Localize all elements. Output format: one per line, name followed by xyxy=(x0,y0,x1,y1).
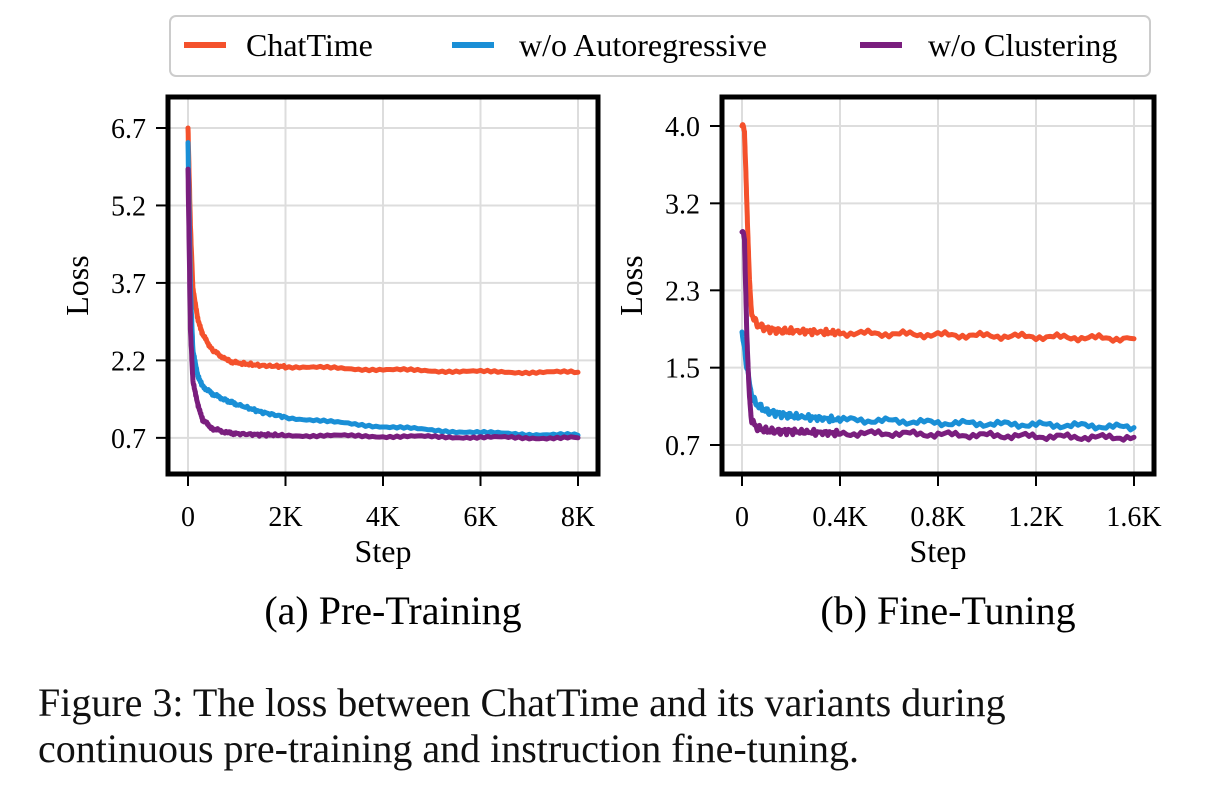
x-tick-label: 4K xyxy=(366,502,400,533)
y-tick-label: 5.2 xyxy=(111,191,146,222)
series-line-w-o-clustering xyxy=(739,229,1137,443)
x-tick-label: 2K xyxy=(268,502,302,533)
chart-fine-tuning: 0 0.4K 0.8K 1.2K 1.6K 0.7 1.5 2.3 3.2 4.0 Step Loss… xyxy=(613,94,1162,633)
legend-label-chattime: ChatTime xyxy=(246,27,373,63)
axes-frame xyxy=(719,94,1157,477)
y-axis-label: Loss xyxy=(613,255,649,315)
y-tick-label: 3.7 xyxy=(111,269,146,300)
x-tick-label: 0.4K xyxy=(812,502,867,533)
series-line-w-o-autoregressive xyxy=(185,140,581,439)
legend-frame xyxy=(169,15,1151,77)
caption-line-2: continuous pre-training and instruction … xyxy=(38,726,859,771)
chart-pre-training: 0 2K 4K 6K 8K 0.7 2.2 3.7 5.2 6.7 Step Loss (a) Pre-… xyxy=(59,94,601,633)
y-tick-label: 0.7 xyxy=(665,431,700,462)
legend-label-wo-autoregressive: w/o Autoregressive xyxy=(519,27,767,63)
y-axis-label: Loss xyxy=(59,255,95,315)
x-tick-label: 0 xyxy=(735,502,749,533)
series-line-chattime xyxy=(185,125,581,377)
x-tick-label: 0 xyxy=(181,502,195,533)
series-line-chattime xyxy=(739,122,1137,344)
x-axis-label: Step xyxy=(355,533,412,569)
x-tick-label: 1.2K xyxy=(1008,502,1063,533)
y-tick-label: 0.7 xyxy=(111,424,146,455)
x-tick-label: 1.6K xyxy=(1106,502,1161,533)
legend-label-wo-clustering: w/o Clustering xyxy=(928,27,1117,63)
caption-line-1: Figure 3: The loss between ChatTime and … xyxy=(38,680,1006,725)
subplot-title: (b) Fine-Tuning xyxy=(820,588,1075,633)
y-tick-label: 3.2 xyxy=(665,189,700,220)
y-tick-label: 1.5 xyxy=(665,354,700,385)
x-tick-label: 0.8K xyxy=(910,502,965,533)
figure-caption: Figure 3: The loss between ChatTime and … xyxy=(38,680,1208,772)
legend: ChatTime w/o Autoregressive w/o Clusteri… xyxy=(169,15,1151,77)
x-tick-label: 6K xyxy=(463,502,497,533)
series-line-w-o-clustering xyxy=(185,166,581,442)
x-axis-label: Step xyxy=(910,533,967,569)
y-tick-label: 6.7 xyxy=(111,114,146,145)
y-tick-label: 2.2 xyxy=(111,346,146,377)
axes-frame xyxy=(165,94,601,477)
y-tick-label: 4.0 xyxy=(665,112,700,143)
subplot-title: (a) Pre-Training xyxy=(264,588,521,633)
y-tick-label: 2.3 xyxy=(665,276,700,307)
x-tick-label: 8K xyxy=(561,502,595,533)
